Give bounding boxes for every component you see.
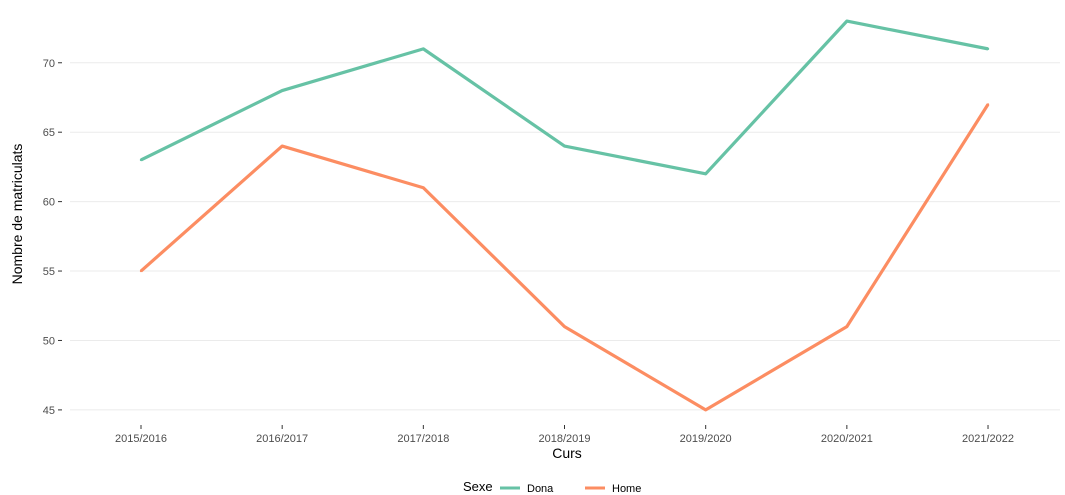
x-axis-title: Curs — [552, 445, 582, 461]
series-layer — [139, 19, 990, 412]
y-tick-label: 60 — [43, 197, 55, 209]
data-point-dona — [986, 47, 990, 51]
data-point-home — [845, 325, 849, 328]
y-tick-label: 50 — [43, 335, 55, 347]
series-line-dona — [140, 19, 989, 176]
data-point-home — [986, 103, 990, 106]
x-tick-label: 2017/2018 — [397, 433, 449, 445]
legend: Sexe Dona Home — [463, 479, 641, 495]
y-tick-label: 55 — [43, 266, 55, 278]
data-point-home — [422, 186, 425, 189]
data-point-home — [139, 269, 143, 273]
data-point-dona — [704, 172, 707, 176]
x-tick-label: 2019/2020 — [680, 433, 732, 445]
x-tick-label: 2020/2021 — [821, 433, 873, 445]
data-point-dona — [845, 19, 849, 23]
series-line-home — [139, 103, 990, 412]
data-point-home — [563, 325, 566, 328]
y-tick-label: 65 — [43, 127, 55, 139]
y-axis-title: Nombre de matriculats — [9, 144, 25, 285]
data-point-dona — [280, 89, 284, 92]
x-tick-label: 2021/2022 — [962, 433, 1014, 445]
grid-layer — [70, 62, 1060, 411]
data-point-dona — [563, 144, 566, 148]
x-tick-label: 2018/2019 — [539, 433, 591, 445]
axis-layer: 45 50 55 60 65 70 2015/2016 2016/2017 2017/2018 2… — [43, 58, 1014, 445]
legend-items: Dona Home — [500, 483, 641, 495]
legend-label-home: Home — [612, 483, 641, 495]
y-tick-label: 70 — [43, 58, 55, 70]
data-point-home — [280, 144, 284, 148]
data-point-home — [704, 408, 707, 412]
y-tick-label: 45 — [43, 405, 55, 417]
x-tick-label: 2015/2016 — [115, 433, 167, 445]
data-point-dona — [422, 47, 425, 51]
data-point-dona — [139, 158, 143, 162]
x-tick-label: 2016/2017 — [256, 433, 308, 445]
legend-title: Sexe — [463, 479, 493, 494]
legend-label-dona: Dona — [527, 483, 554, 495]
